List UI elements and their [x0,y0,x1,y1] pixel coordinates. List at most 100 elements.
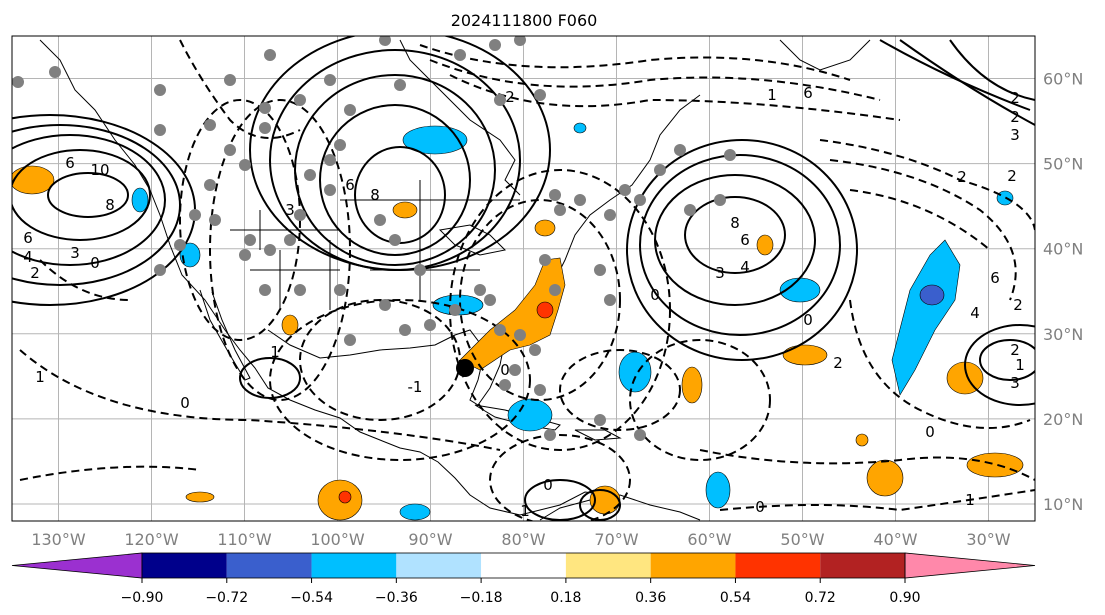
station-dot [174,239,186,251]
station-dot [534,89,546,101]
south-america-coast [539,494,701,521]
shade-orange-atl1 [782,344,828,366]
lon-tick-label: 100°W [310,530,365,549]
coastlines [39,39,871,521]
lon-tick-label: 60°W [687,530,731,549]
station-dot [259,284,271,296]
lon-tick-label: 70°W [594,530,638,549]
shaded-fields [12,122,1024,521]
station-dot [594,264,606,276]
shade-blue-bc [131,187,149,213]
colorbar-swatch [820,553,905,578]
station-dot [264,244,276,256]
station-dot [544,429,556,441]
station-dot [239,159,251,171]
shade-red-pacmex [338,490,352,504]
station-dot [454,49,466,61]
station-dot [304,169,316,181]
station-dot [529,344,541,356]
contour-value-label: 8 [370,186,380,204]
colorbar-tick-label: −0.72 [205,590,248,606]
colorbar-swatch [142,553,227,578]
shade-blue-hudson [402,125,468,155]
contour-value-label: 4 [970,304,980,322]
station-dot [684,204,696,216]
station-dot [514,36,526,46]
shade-orange-eastcoast [459,257,566,371]
colorbar-swatch [650,553,736,578]
station-dot [449,304,461,316]
station-dot [494,94,506,106]
station-dot [334,139,346,151]
contour-value-label: 3 [715,264,725,282]
station-dot [49,66,61,78]
contour-value-label: 0 [180,394,190,412]
lon-tick-label: 120°W [124,530,179,549]
shade-blue-trop [705,471,731,509]
colorbar-tick-label: 0.90 [889,590,920,606]
station-dot [204,119,216,131]
map-frame [11,35,1036,522]
shade-purple-midatlantic [919,284,945,306]
lat-tick-label: 50°N [1043,155,1083,174]
shade-orange-lakes [392,201,418,219]
station-dot [484,294,496,306]
contour-value-label: 3 [285,201,295,219]
contour-value-label: 0 [650,286,660,304]
shade-orange-texas [281,314,299,336]
lon-tick-label: 130°W [31,530,86,549]
station-dot [714,194,726,206]
station-dot [534,384,546,396]
lon-tick-label: 40°W [873,530,917,549]
colorbar-extend-high [904,552,1036,579]
solid-contours [12,36,1035,521]
longitude-tick-labels: 130°W 120°W 110°W 100°W 90°W 80°W 70°W 60°W 50°W… [31,530,1010,549]
station-dot [724,149,736,161]
contour-value-label: 0 [755,498,765,516]
station-dot [474,284,486,296]
station-dot [574,194,586,206]
lon-tick-label: 110°W [217,530,272,549]
station-dot [334,284,346,296]
contour-value-label: 8 [105,196,115,214]
station-dot [634,194,646,206]
contour-value-label: 3 [1010,126,1020,144]
contour-value-label: 10 [90,161,109,179]
colorbar-tick-label: −0.90 [121,590,164,606]
dashed-contours [19,39,1035,521]
station-dot [514,329,526,341]
station-dot [239,249,251,261]
station-dot [394,79,406,91]
station-dot [549,189,561,201]
contour-value-label: 1 [1015,356,1025,374]
colorbar-swatch [481,553,566,578]
colorbar-tick-label: −0.54 [290,590,333,606]
baja-california [199,289,251,381]
contour-value-label: 2 [833,354,843,372]
station-dot [294,209,306,221]
colorbar-swatch [311,553,397,578]
station-dot [389,234,401,246]
storm-center-marker [456,359,474,377]
station-dot [424,319,436,331]
station-dot [499,379,511,391]
contour-value-label: 2 [505,88,515,106]
shade-blue-carib1 [618,351,652,393]
contour-value-label: 2 [1007,167,1017,185]
contour-value-label: 6 [65,154,75,172]
shade-orange-trop2 [966,452,1024,478]
contour-value-label: 2 [1013,296,1023,314]
station-dot [284,234,296,246]
colorbar-swatch [396,553,482,578]
contour-value-label: 4 [23,248,33,266]
latitude-tick-labels: 60°N 50°N 40°N 30°N 20°N 10°N [1043,70,1083,514]
shade-orange-pacific [12,165,55,195]
station-dot [399,324,411,336]
colorbar-swatch [735,553,821,578]
station-dot [619,184,631,196]
figure-title: 2024111800 F060 [451,11,598,30]
contour-value-label: 2 [1010,341,1020,359]
contour-value-label: 1 [965,491,975,509]
station-dot [224,74,236,86]
station-dot [549,284,561,296]
